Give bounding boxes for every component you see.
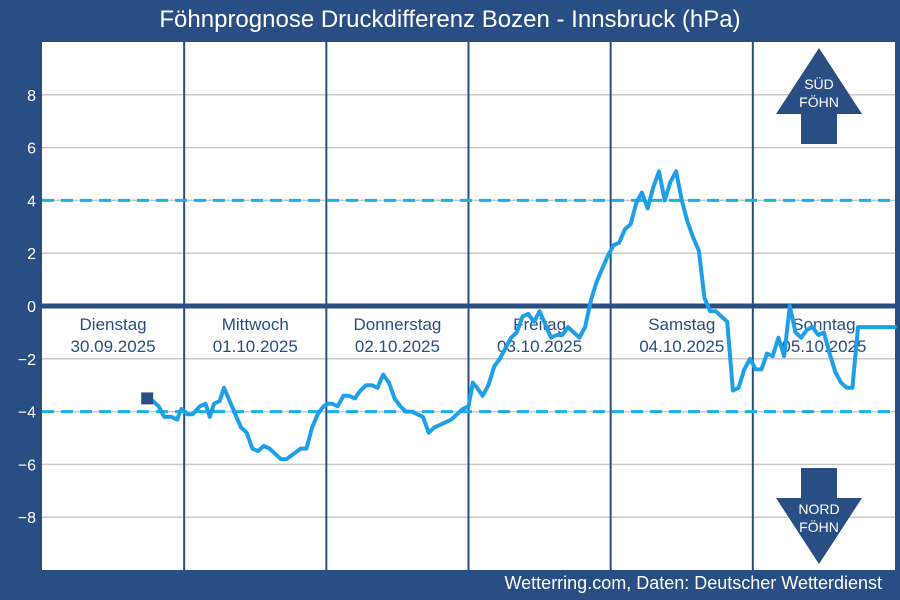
day-label-date: 30.09.2025: [71, 337, 156, 356]
y-tick-label: −2: [18, 352, 36, 369]
day-label-date: 01.10.2025: [213, 337, 298, 356]
day-label-date: 05.10.2025: [781, 337, 866, 356]
series-layer: [141, 169, 897, 462]
y-tick-label: 0: [27, 299, 36, 316]
series-line: [145, 169, 897, 462]
sued-arrow-line2: FÖHN: [799, 93, 839, 110]
nord-arrow-shape: [776, 468, 862, 564]
day-label-date: 03.10.2025: [497, 337, 582, 356]
y-tick-label: −6: [18, 457, 36, 474]
y-tick-label: 6: [27, 141, 36, 158]
day-label-layer: Dienstag 30.09.2025 Mittwoch 01.10.2025 Donn…: [71, 315, 867, 356]
footer-credit: Wetterring.com, Daten: Deutscher Wetterd…: [504, 573, 883, 593]
sued-foehn-arrow-icon: SÜD FÖHN: [776, 48, 862, 144]
sued-arrow-line1: SÜD: [804, 75, 834, 92]
nord-arrow-line2: FÖHN: [799, 518, 839, 535]
y-tick-label: 8: [27, 88, 36, 105]
nord-arrow-line1: NORD: [798, 501, 839, 517]
y-tick-label: −8: [18, 510, 36, 527]
day-label-name: Donnerstag: [353, 315, 441, 334]
y-tick-label: −4: [18, 405, 36, 422]
day-label-name: Freitag: [513, 315, 566, 334]
nord-foehn-arrow-icon: NORD FÖHN: [776, 468, 862, 564]
y-tick-layer: −8 −6 −4 −2 0 2 4 6 8: [18, 88, 36, 527]
chart-title: Föhnprognose Druckdifferenz Bozen - Inns…: [159, 6, 741, 33]
day-label-date: 02.10.2025: [355, 337, 440, 356]
sued-arrow-shape: [776, 48, 862, 144]
start-marker: [141, 392, 154, 405]
day-label-name: Dienstag: [80, 315, 147, 334]
day-label-date: 04.10.2025: [639, 337, 724, 356]
y-tick-label: 2: [27, 246, 36, 263]
day-label-name: Mittwoch: [222, 315, 289, 334]
y-tick-label: 4: [27, 193, 36, 210]
day-label-name: Samstag: [648, 315, 715, 334]
